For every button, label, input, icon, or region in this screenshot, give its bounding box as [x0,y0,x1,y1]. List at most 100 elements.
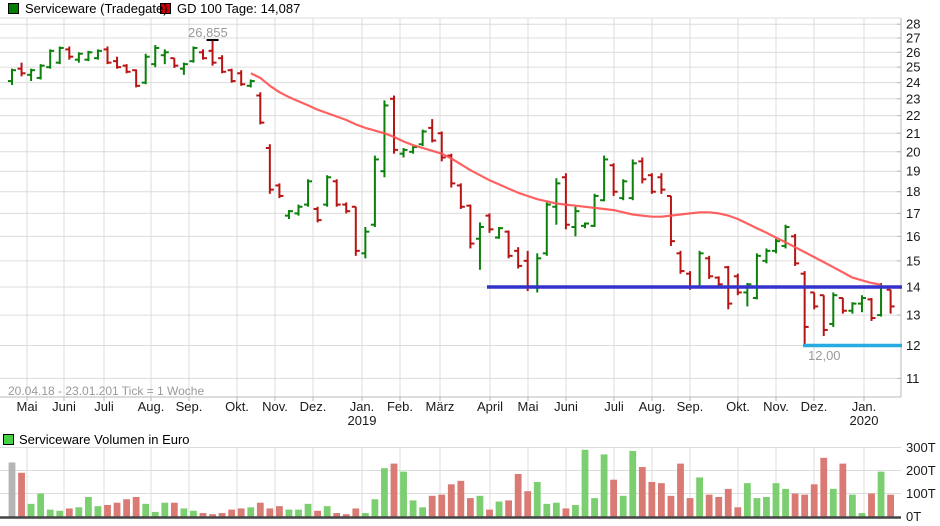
ohlc-bar [848,302,857,314]
ohlc-bar [84,50,93,62]
series-color-square-icon [8,2,19,14]
volume-bar [342,514,350,517]
ohlc-bar [160,49,169,65]
volume-color-square-icon [3,434,14,445]
overlay-lines [206,39,902,348]
volume-bar [495,501,503,517]
price-tick-label: 16 [906,229,920,244]
volume-bar [677,463,684,517]
legend-series: Serviceware (Tradegate) [8,1,168,16]
price-tick-label: 23 [906,91,920,106]
volume-bar [629,450,637,517]
ohlc-bar [552,178,561,225]
volume-bar [247,507,255,517]
volume-bar [228,509,236,517]
volume-bar [591,498,598,517]
price-tick-label: 12 [906,338,920,353]
ohlc-bar [351,205,360,256]
price-tick-label: 25 [906,60,920,75]
volume-bar [85,496,92,517]
volume-bar [46,509,54,517]
volume-bar [658,483,665,517]
ohlc-bar [829,292,838,327]
ohlc-bar [705,255,714,279]
ohlc-bar [113,56,122,69]
ohlc-bar [810,291,819,310]
volume-bar [333,513,341,517]
ohlc-bar [838,296,847,314]
price-tick-label: 13 [906,308,920,323]
ohlc-bar [390,95,398,154]
ohlc-bar [74,52,83,63]
volume-bar [829,488,837,517]
month-label: Jan. [350,399,375,414]
ohlc-bar [867,297,876,321]
ohlc-bar [132,69,141,88]
month-label: Sep. [677,399,704,414]
ohlc-bar [418,129,427,147]
price-tick-label: 18 [906,184,920,199]
volume-bar [104,505,111,517]
ohlc-bar [237,70,246,86]
volume-bar [113,502,121,517]
ohlc-bar [800,271,809,346]
volume-bar [782,488,789,517]
ohlc-bar [294,204,303,216]
ohlc-bar [437,131,446,162]
volume-bar [381,468,388,517]
price-tick-label: 28 [906,17,920,32]
price-tick-label: 24 [906,75,920,90]
volume-bar [467,498,474,517]
volume-bar [295,509,302,517]
volume-bar [314,510,321,517]
ohlc-bar [218,55,227,74]
volume-bar [18,472,25,517]
volume-bar [180,508,188,517]
volume-bar [696,477,703,517]
volume-bar [256,502,264,517]
volume-bar [352,508,360,517]
ohlc-bar [857,295,866,313]
series-label: Serviceware (Tradegate) [25,0,168,16]
ohlc-bar [657,173,666,194]
ohlc-bar [93,49,102,60]
volume-bar [801,494,809,517]
volume-bar [428,495,436,517]
price-tick-label: 14 [906,280,920,295]
ohlc-bar [65,46,74,60]
volume-bar [132,496,140,517]
volume-bar [705,494,713,517]
ohlc-bar [46,49,55,69]
month-label: Okt. [225,399,249,414]
ohlc-bar [581,222,589,229]
ohlc-bar [638,157,647,184]
month-label: Nov. [763,399,789,414]
volume-bar [791,493,799,517]
volume-bar [409,500,417,517]
month-label: Dez. [300,399,327,414]
ohlc-bar [17,62,26,77]
ohlc-bar [208,40,217,66]
volume-bar [572,505,579,517]
ohlc-bar [590,193,599,228]
volume-bar [868,493,875,517]
volume-tick-label: 300T [906,440,936,455]
volume-bar [763,496,770,517]
price-tick-label: 22 [906,108,920,123]
ohlc-bar [466,204,475,249]
ohlc-bar [752,253,761,300]
price-tick-label: 26 [906,45,920,60]
month-label: Mai [518,399,539,414]
ohlc-bar [886,288,895,314]
ohlc-bar [323,175,332,207]
ohlc-bar [561,173,570,230]
month-label: Aug. [138,399,165,414]
ohlc-bar [151,45,160,68]
ohlc-bars [8,40,895,346]
volume-bar [8,462,16,517]
ohlc-bar [399,147,408,158]
volume-bar [514,473,522,517]
ohlc-bar [361,227,370,259]
ohlc-bar [265,144,274,194]
